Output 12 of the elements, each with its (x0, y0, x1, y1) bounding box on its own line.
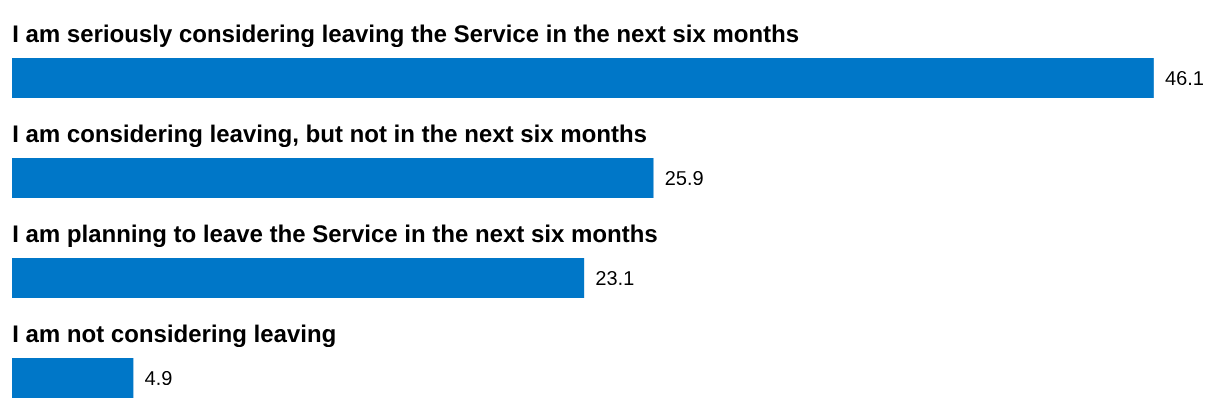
bar (12, 358, 134, 399)
y-tick-label: I am seriously considering leaving the Service in the next six months (13, 24, 799, 48)
bar (12, 258, 585, 298)
data-label: 4.9 (145, 370, 172, 386)
bar (12, 158, 654, 198)
y-tick-label: I am considering leaving, but not in the next six months (13, 124, 646, 148)
y-tick-label: I am not considering leaving (13, 324, 335, 348)
data-label: 46.1 (1165, 70, 1203, 86)
data-label: 23.1 (596, 270, 634, 286)
bar (12, 58, 1154, 99)
y-tick-label: I am planning to leave the Service in the next six months (13, 224, 657, 248)
data-label: 25.9 (665, 170, 703, 186)
